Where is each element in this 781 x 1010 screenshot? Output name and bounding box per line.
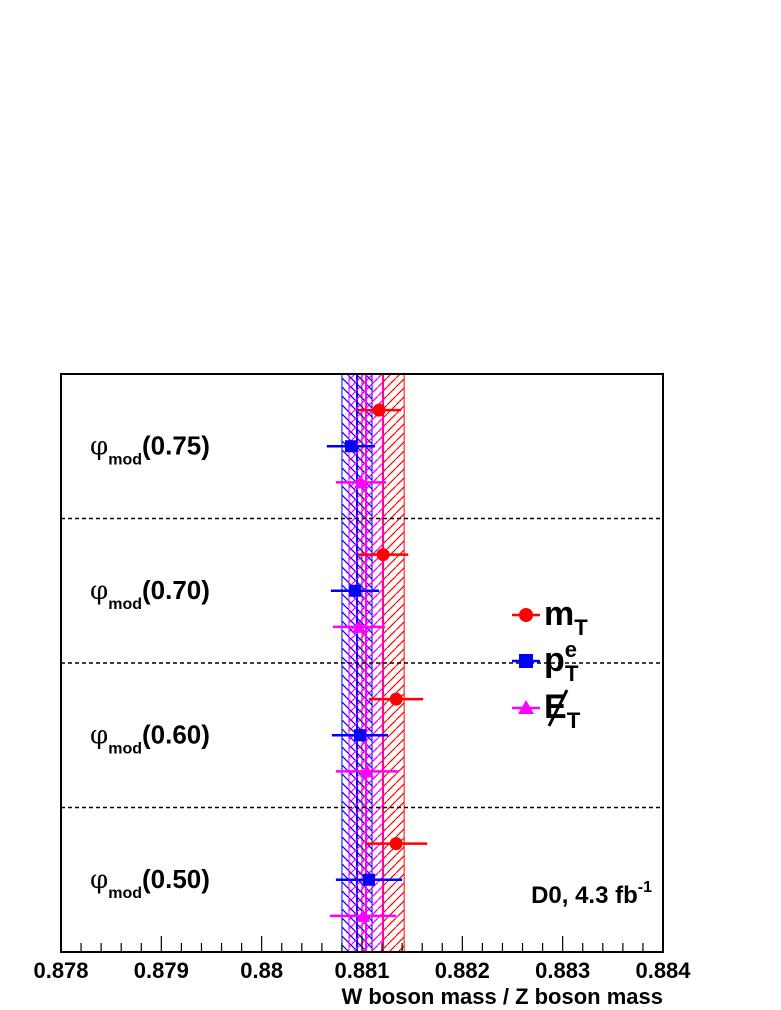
legend-sub: T: [574, 615, 588, 640]
legend-label-mT: mT: [544, 595, 588, 640]
category-label: φmod(0.70): [90, 575, 210, 613]
category-symbol: φ: [90, 865, 108, 895]
annotation-text: D0, 4.3 fb: [531, 882, 638, 909]
legend-sup: e: [565, 637, 577, 662]
marker-mT: [389, 837, 403, 851]
legend-sub: T: [565, 661, 579, 686]
legend-marker-met: [518, 700, 534, 714]
category-subscript: mod: [108, 885, 142, 902]
legend-label-met: ET: [544, 688, 581, 733]
marker-met: [353, 475, 368, 489]
legend-missing-slash: [547, 689, 569, 727]
category-param: (0.50): [142, 864, 210, 894]
category-subscript: mod: [108, 740, 142, 757]
legend-label-peT: pe T: [544, 637, 579, 686]
x-tick-label: 0.879: [134, 958, 189, 983]
x-tick-label: 0.883: [535, 958, 590, 983]
category-label: φmod(0.50): [90, 864, 210, 902]
marker-met: [360, 764, 375, 778]
category-param: (0.75): [142, 430, 210, 460]
marker-mT: [372, 403, 386, 417]
annotation-d0: D0, 4.3 fb-1: [531, 879, 652, 909]
category-label: φmod(0.60): [90, 719, 210, 757]
category-subscript: mod: [108, 451, 142, 468]
marker-peT: [363, 873, 376, 886]
legend-sub: T: [567, 708, 581, 733]
legend-main: p: [544, 641, 565, 679]
marker-peT: [348, 584, 361, 597]
x-tick-label: 0.88: [240, 958, 283, 983]
category-subscript: mod: [108, 596, 142, 613]
category-symbol: φ: [90, 576, 108, 606]
legend-main: E: [544, 688, 567, 726]
category-param: (0.70): [142, 575, 210, 605]
marker-mT: [389, 692, 403, 706]
annotation-superscript: -1: [638, 879, 652, 896]
x-tick-label: 0.884: [635, 958, 691, 983]
category-symbol: φ: [90, 431, 108, 461]
legend-marker-peT: [519, 654, 533, 668]
marker-mT: [376, 548, 390, 562]
marker-met: [351, 619, 366, 633]
x-tick-label: 0.878: [33, 958, 88, 983]
marker-peT: [344, 440, 357, 453]
x-tick-label: 0.882: [435, 958, 490, 983]
marker-peT: [353, 729, 366, 742]
x-tick-label: 0.881: [334, 958, 389, 983]
category-symbol: φ: [90, 720, 108, 750]
marker-met: [356, 908, 371, 922]
category-param: (0.60): [142, 719, 210, 749]
category-label: φmod(0.75): [90, 430, 210, 468]
legend-marker-mT: [519, 608, 533, 622]
x-axis-label: W boson mass / Z boson mass: [341, 984, 663, 1009]
legend-main: m: [544, 595, 574, 633]
